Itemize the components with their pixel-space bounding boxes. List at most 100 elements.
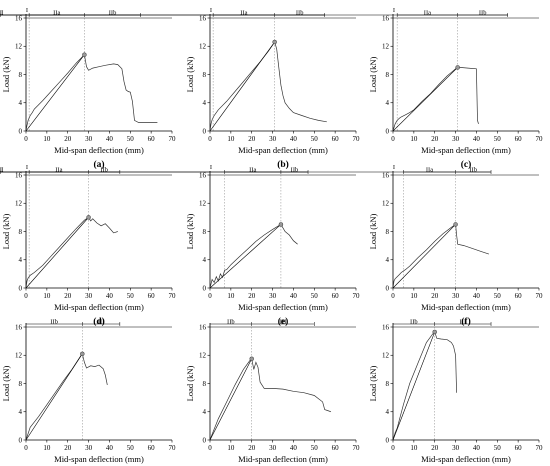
x-tick-label: 40 (473, 444, 481, 452)
y-tick-label: 0 (19, 436, 23, 444)
y-tick-label: 16 (199, 171, 207, 179)
panel-label: (b) (277, 159, 289, 170)
y-tick-label: 16 (199, 14, 207, 22)
linear-fit-line (26, 55, 84, 131)
x-tick-label: 20 (248, 444, 256, 452)
x-tick-label: 10 (43, 292, 51, 300)
x-axis-label: Mid-span deflection (mm) (54, 454, 144, 464)
x-axis-label: Mid-span deflection (mm) (238, 302, 328, 312)
series-curve (393, 67, 479, 131)
x-tick-label: 70 (536, 135, 544, 143)
x-tick-label: 0 (391, 444, 395, 452)
y-tick-label: 16 (15, 14, 23, 22)
peak-marker (82, 53, 86, 57)
y-tick-label: 8 (203, 71, 207, 79)
panel-g: 0 10 20 30 40 50 60 70 0 4 8 12 16 Mid-span deflectio… (1, 319, 176, 466)
stage-label: IIa (249, 167, 256, 174)
y-tick-label: 16 (382, 171, 390, 179)
stage-label: IIb (296, 10, 304, 17)
y-tick-label: 12 (382, 43, 390, 51)
x-axis-label: Mid-span deflection (mm) (238, 145, 328, 155)
y-axis-label: Load (kN) (1, 57, 11, 93)
y-tick-label: 8 (19, 71, 23, 79)
stage-label: IIb (291, 167, 299, 174)
x-tick-label: 40 (106, 444, 114, 452)
y-tick-label: 4 (203, 99, 207, 107)
panel-d: 0 10 20 30 40 50 60 70 0 4 8 12 16 Mid-span deflectio… (0, 164, 176, 327)
x-tick-label: 30 (452, 444, 460, 452)
x-tick-label: 10 (227, 135, 235, 143)
stage-label: IIb (100, 167, 108, 174)
y-tick-label: 8 (386, 380, 390, 388)
stage-label: IIa (424, 10, 431, 17)
linear-fit-line (210, 224, 281, 288)
y-tick-label: 8 (203, 380, 207, 388)
y-axis-label: Load (kN) (185, 366, 195, 402)
x-tick-label: 40 (290, 444, 298, 452)
stage-label: IIb (109, 10, 117, 17)
x-tick-label: 50 (311, 292, 319, 300)
peak-marker (279, 222, 283, 226)
panel-a: 0 10 20 30 40 50 60 70 0 4 8 12 16 Mid-span deflectio… (0, 7, 176, 170)
stage-label: IIb (227, 319, 235, 326)
panel-h: 0 10 20 30 40 50 60 70 0 4 8 12 16 Mid-span deflectio… (185, 319, 360, 466)
x-tick-label: 20 (431, 292, 439, 300)
series-curve (393, 224, 489, 288)
x-tick-label: 40 (106, 292, 114, 300)
x-tick-label: 50 (311, 135, 319, 143)
x-tick-label: 70 (169, 444, 177, 452)
y-axis-label: Load (kN) (368, 366, 378, 402)
series-curve (393, 332, 457, 440)
stage-label: IIa (53, 10, 60, 17)
series-curve (26, 354, 107, 440)
y-tick-label: 12 (199, 43, 207, 51)
y-tick-label: 12 (15, 352, 23, 360)
x-tick-label: 30 (269, 135, 277, 143)
peak-marker (456, 65, 460, 69)
y-tick-label: 4 (19, 256, 23, 264)
x-tick-label: 50 (127, 444, 135, 452)
x-tick-label: 0 (208, 444, 212, 452)
stage-label: I (393, 7, 395, 14)
x-tick-label: 10 (410, 444, 418, 452)
x-tick-label: 10 (410, 292, 418, 300)
y-tick-label: 4 (386, 256, 390, 264)
x-tick-label: 70 (169, 292, 177, 300)
x-tick-label: 60 (515, 292, 523, 300)
x-tick-label: 70 (353, 292, 361, 300)
x-tick-label: 30 (452, 292, 460, 300)
y-tick-label: 0 (19, 284, 23, 292)
x-axis-label: Mid-span deflection (mm) (421, 454, 511, 464)
x-tick-label: 30 (269, 444, 277, 452)
x-tick-label: 50 (494, 444, 502, 452)
x-tick-label: 10 (43, 444, 51, 452)
linear-fit-line (210, 42, 275, 131)
x-tick-label: 20 (64, 292, 72, 300)
x-tick-label: 70 (353, 444, 361, 452)
y-tick-label: 0 (386, 284, 390, 292)
x-tick-label: 30 (452, 135, 460, 143)
y-tick-label: 12 (15, 200, 23, 208)
x-tick-label: 30 (85, 135, 93, 143)
x-tick-label: 0 (24, 444, 28, 452)
y-tick-label: 8 (19, 228, 23, 236)
x-tick-label: 40 (290, 292, 298, 300)
stage-label: III (0, 10, 3, 17)
x-tick-label: 10 (227, 444, 235, 452)
stage-label: IIb (50, 319, 58, 326)
x-tick-label: 0 (208, 292, 212, 300)
stage-label: I (26, 164, 28, 171)
y-tick-label: 0 (386, 436, 390, 444)
peak-marker (433, 330, 437, 334)
linear-fit-line (393, 332, 435, 440)
y-tick-label: 8 (203, 228, 207, 236)
x-tick-label: 0 (391, 292, 395, 300)
x-tick-label: 60 (332, 444, 340, 452)
x-axis-label: Mid-span deflection (mm) (54, 145, 144, 155)
x-tick-label: 60 (148, 292, 156, 300)
series-curve (210, 359, 331, 440)
y-tick-label: 0 (203, 127, 207, 135)
linear-fit-line (393, 224, 456, 288)
x-tick-label: 40 (473, 292, 481, 300)
